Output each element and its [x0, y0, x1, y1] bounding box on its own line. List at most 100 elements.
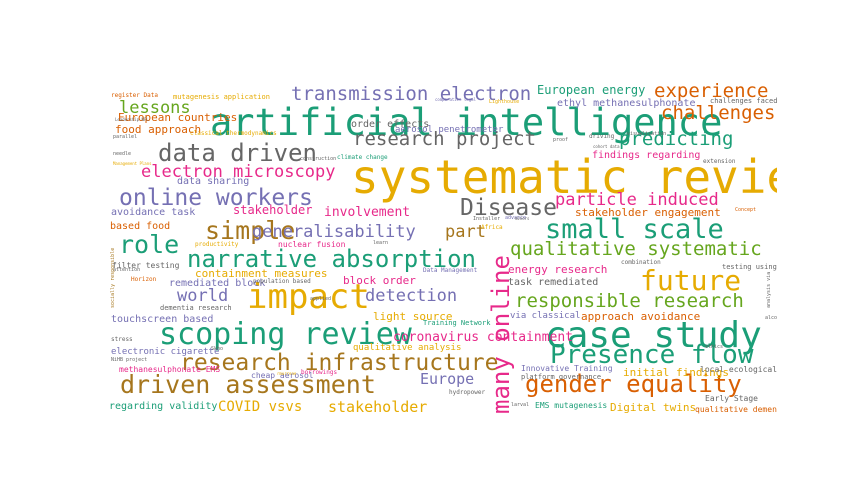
word-disease: Disease [460, 195, 557, 221]
word-cohort-data: cohort data [593, 144, 620, 149]
word-responsible-research: responsible research [515, 290, 744, 312]
word-remediated-block: remediated block [169, 278, 266, 289]
word-driven-assessment: driven assessment [120, 370, 376, 399]
word-lessons: lessons [119, 98, 191, 118]
word-analysis-via: analysis via [766, 271, 772, 308]
word-research-project: research project [353, 128, 537, 150]
word-case-study: case study [545, 315, 762, 356]
word-gender-equality: gender equality [525, 370, 742, 398]
word-scoping-review: scoping review [159, 317, 412, 352]
word-alcohol: alcohol [765, 315, 777, 321]
word-socially-responsible: socially responsible [110, 247, 116, 308]
word-visualisation: visualisation [627, 131, 667, 137]
word-part: part [445, 222, 486, 242]
word-artificial-intelligence: artificial intelligence [210, 101, 723, 144]
word-qualitative-analysis: qualitative analysis [353, 343, 462, 353]
word-comparative-legal: comparative legal [435, 97, 476, 102]
word-block-order: block order [343, 274, 416, 287]
word-data-driven: data driven [158, 139, 317, 167]
word-population-based: population based [253, 278, 311, 285]
word-africa: Africa [481, 224, 503, 231]
word-learn: learn [373, 240, 389, 246]
word-transmission-electron: transmission electron [291, 83, 532, 105]
word-nuclear-fusion: nuclear fusion [278, 240, 346, 249]
word-systematic-review: systematic review [351, 150, 777, 204]
word-construction: construction [300, 156, 337, 162]
word-larval: larval [511, 402, 530, 408]
word-regarding-validity: regarding validity [109, 401, 218, 412]
word-world: world [177, 286, 229, 306]
word-covid-vsvs: COVID vsvs [218, 399, 303, 415]
word-european-countries: European countries [118, 111, 238, 124]
word-stakeholder: stakeholder [328, 398, 428, 416]
word-borrowings: borrowings [301, 369, 338, 376]
word-nihb-project: NiHB project [111, 357, 148, 363]
word-qualitative-dementia: qualitative dementia [695, 405, 777, 414]
word-horizon: Horizon [131, 276, 157, 283]
word-concept: Concept [735, 207, 757, 213]
word-classical-thermodynamics: classical thermodynamics [190, 130, 277, 137]
word-climate-change: climate change [337, 154, 388, 161]
word-driving: driving [589, 133, 615, 140]
word-challenges-faced: challenges faced [710, 97, 777, 105]
word-involvement: involvement [324, 205, 411, 220]
word-research-infrastructure: research infrastructure [180, 350, 499, 376]
word-advance: advance [505, 215, 527, 221]
word-electronic-cigarette: electronic cigarette [111, 347, 220, 357]
word-productivity: productivity [195, 241, 239, 248]
word-early-stage: Early Stage [705, 394, 758, 403]
word-european-energy: European energy [537, 83, 646, 97]
word-management-plans: Management Plans [113, 161, 152, 166]
word-testing-using: testing using [722, 263, 777, 271]
word-ethyl-methanesulphonate: ethyl methanesulphonate [557, 98, 696, 109]
word-task-remediated: task remediated [508, 277, 599, 288]
word-findings-regarding: findings regarding [592, 150, 701, 161]
word-leadership-nfl: Leadership NFL [115, 117, 149, 122]
word-order-effects: order effects [351, 119, 430, 130]
word-future: future [640, 264, 742, 297]
word-stress: stress [111, 336, 133, 343]
word-small-scale: small scale [545, 214, 724, 245]
word-proof: proof [553, 137, 569, 143]
word-attention: attention [113, 267, 141, 273]
word-containment-measures: containment measures [195, 267, 328, 280]
word-dementia-research: dementia research [160, 304, 232, 312]
word-light-source: light source [373, 310, 453, 323]
word-qualitative-systematic: qualitative systematic [510, 238, 762, 260]
word-particle-induced: particle induced [555, 190, 719, 210]
word-local-ecological: local ecological [700, 365, 777, 374]
word-digital-twins: Digital twins [610, 401, 697, 414]
word-ethics: ethics [705, 344, 724, 350]
word-role: role [119, 230, 180, 259]
word-approach-avoidance: approach avoidance [581, 310, 701, 323]
word-combination: combination [621, 259, 661, 266]
word-impact: impact [247, 277, 370, 317]
word-coronavirus-containment: coronavirus containment [393, 330, 574, 345]
word-cheap-aerosol: cheap aerosol [251, 371, 314, 380]
word-data-management: Data Management [423, 267, 478, 274]
word-data-sharing: data sharing [177, 176, 250, 187]
word-minors: minors [515, 216, 530, 221]
word-mutagenesis-application: mutagenesis application [173, 93, 270, 101]
word-platform-governance: platform governance [521, 373, 602, 381]
word-aerosol-penetrometer: aerosol penetrometer [395, 125, 504, 135]
word-skho: Skho [211, 346, 224, 352]
word-simple: simple [205, 216, 296, 245]
word-europe: Europe [420, 370, 475, 388]
word-challenges: challenges [661, 102, 776, 124]
word-energy-research: energy research [508, 263, 608, 276]
word-hydropower: hydropower [449, 389, 486, 396]
word-rmurrene: rmurrene [277, 371, 297, 376]
word-detection: detection [365, 286, 458, 306]
word-predicting: predicting [619, 128, 734, 150]
word-cloud: systematic review artificial intelligence… [105, 82, 777, 418]
word-generalisability: generalisability [252, 222, 416, 242]
word-via-classical: via classical [510, 311, 581, 321]
word-lighthouse: Lighthouse [489, 99, 520, 105]
word-online-workers: online workers [119, 185, 313, 211]
word-training-network: Training Network [423, 319, 491, 327]
word-methanesulphonate-ems: methanesulphonate EMS [119, 365, 221, 374]
word-avoidance-task: avoidance task [111, 207, 196, 218]
word-food-approach: food approach [115, 123, 202, 136]
